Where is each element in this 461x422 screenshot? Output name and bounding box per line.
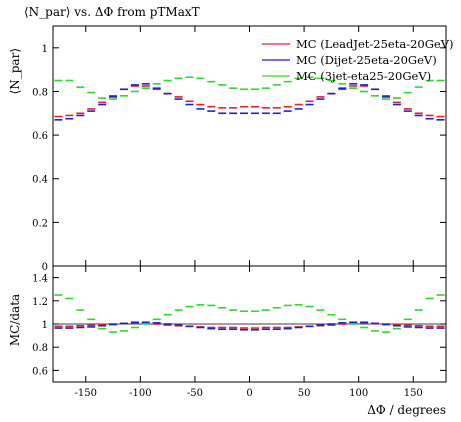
legend-label-leadjet: MC (LeadJet-25eta-20GeV) [296, 37, 454, 51]
chart-title: ⟨N_par⟩ vs. ΔΦ from pTMaxT [24, 5, 200, 19]
ratio-x-tick-label: 150 [404, 388, 423, 399]
legend: MC (LeadJet-25eta-20GeV) MC (Dijet-25eta… [262, 37, 454, 83]
main-y-tick-label: 0.2 [32, 218, 48, 229]
ratio-x-tick-label: 50 [298, 388, 311, 399]
x-axis-label: ΔΦ / degrees [367, 403, 446, 417]
main-y-tick-label: 0 [42, 262, 48, 273]
ratio-y-tick-label: 0.6 [32, 366, 48, 377]
ratio-series-group [54, 294, 445, 333]
ratio-y-tick-label: 1 [42, 320, 48, 331]
ratio-x-tick-label: -50 [187, 388, 203, 399]
ratio-y-axis-label: MC/data [8, 294, 22, 346]
ratio-y-axis: 0.6 0.8 1 1.2 1.4 [32, 274, 446, 377]
main-y-tick-label: 1 [42, 44, 48, 55]
ratio-y-tick-label: 1.2 [32, 297, 48, 308]
legend-label-dijet: MC (Dijet-25eta-20GeV) [296, 53, 437, 67]
ratio-x-tick-label: 100 [349, 388, 368, 399]
main-series-group [54, 76, 445, 121]
main-y-tick-label: 0.6 [32, 131, 48, 142]
ratio-x-tick-label: -100 [129, 388, 151, 399]
main-y-tick-label: 0.4 [32, 175, 48, 186]
ratio-y-tick-label: 1.4 [32, 274, 48, 285]
main-y-axis-label: ⟨N_par⟩ [8, 48, 22, 94]
ratio-panel: 0.6 0.8 1 1.2 1.4 -150 -100 -50 0 50 100 150 MC/da… [8, 265, 447, 417]
main-y-tick-label: 0.8 [32, 87, 48, 98]
ratio-y-tick-label: 0.8 [32, 343, 48, 354]
main-x-axis [85, 26, 414, 266]
ratio-x-tick-label: -150 [75, 388, 97, 399]
main-y-axis: 0 0.2 0.4 0.6 0.8 1 [32, 44, 446, 273]
legend-label-3jet: MC (3jet-eta25-20GeV) [296, 69, 431, 83]
ratio-x-tick-label: 0 [246, 388, 252, 399]
ratio-x-axis: -150 -100 -50 0 50 100 150 [75, 266, 423, 399]
